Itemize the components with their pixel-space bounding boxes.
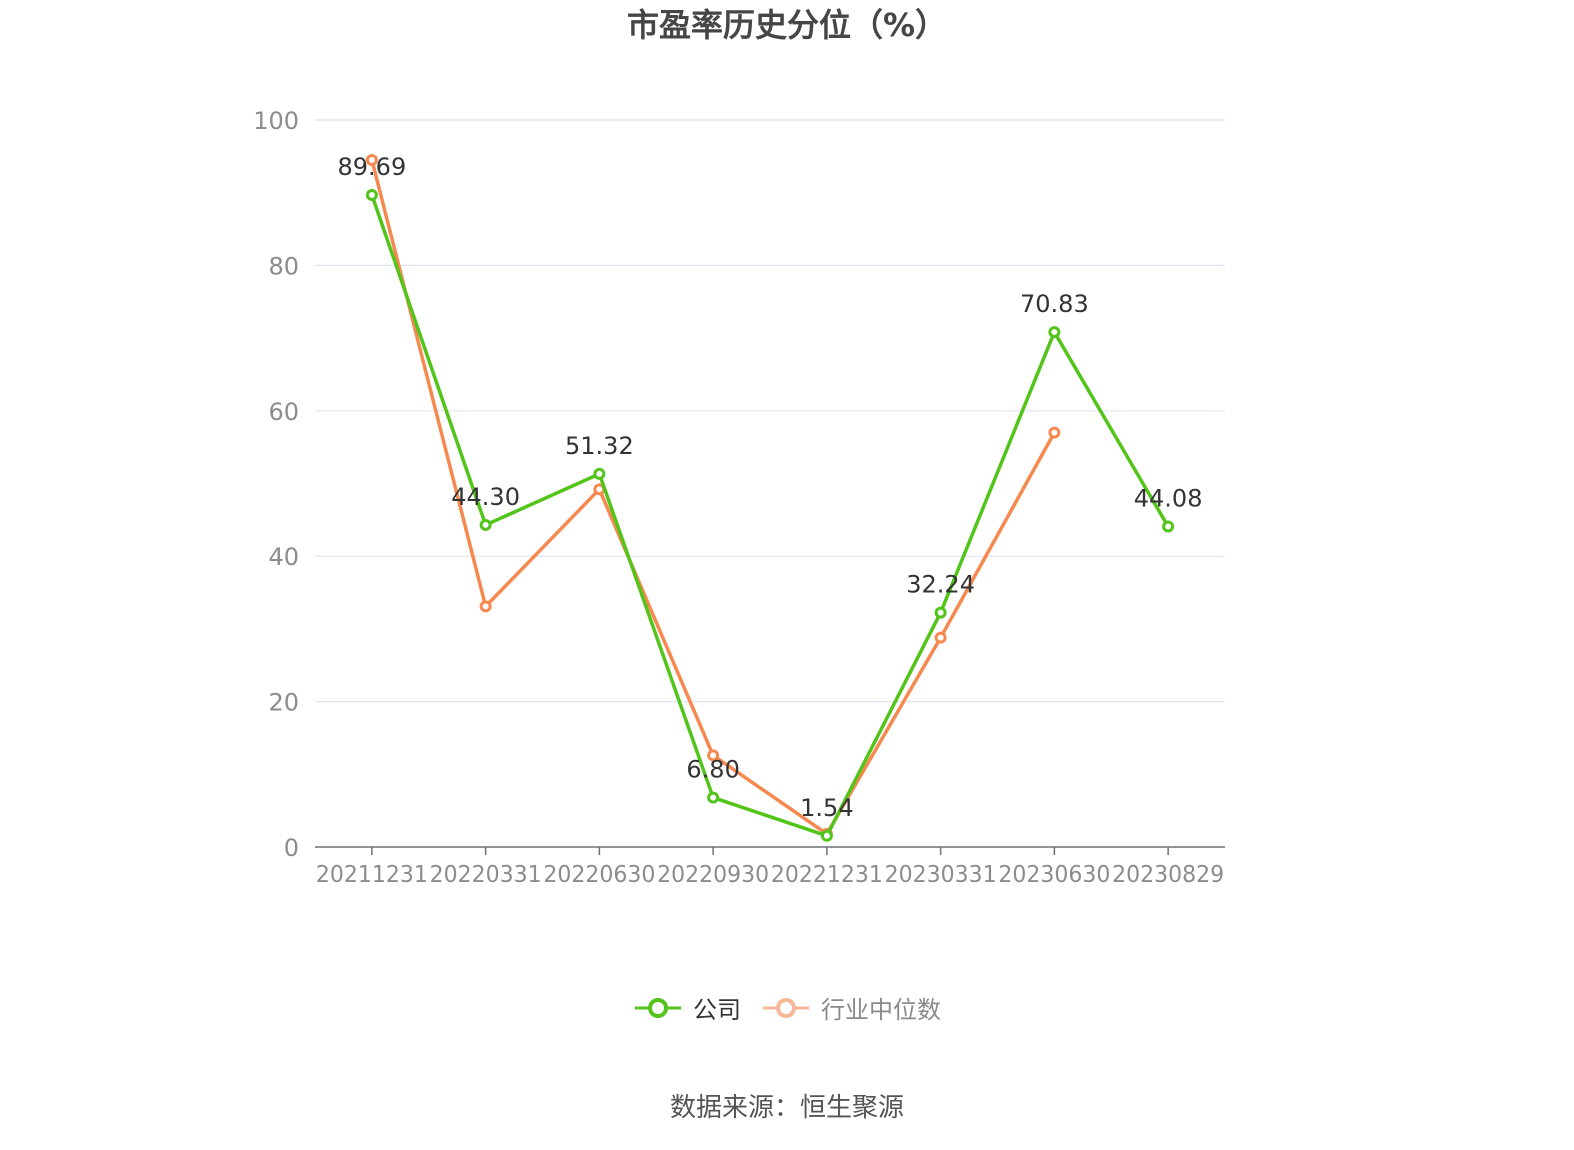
data-source: 数据来源：恒生聚源: [669, 1093, 904, 1123]
data-label: 32.24: [906, 571, 975, 599]
data-point: [479, 600, 492, 613]
data-label: 70.83: [1020, 290, 1089, 318]
series-lines: [365, 153, 1175, 842]
data-point: [934, 606, 947, 619]
legend-line-circle-icon: [763, 997, 809, 1018]
data-label: 89.69: [338, 153, 407, 181]
legend: 公司 行业中位数: [0, 990, 1574, 1025]
data-point: [1048, 426, 1061, 439]
y-tick-label: 60: [268, 398, 299, 426]
x-tick-label: 20230829: [1112, 862, 1224, 888]
data-point: [934, 631, 947, 644]
data-point: [820, 829, 833, 842]
y-tick-label: 80: [268, 252, 299, 280]
x-tick-label: 20230630: [998, 862, 1110, 888]
data-point: [479, 518, 492, 531]
y-tick-label: 40: [268, 543, 299, 571]
y-tick-label: 20: [268, 689, 299, 717]
gridlines: [315, 119, 1225, 703]
y-tick-label: 0: [284, 834, 299, 862]
x-tick-label: 20220331: [430, 862, 542, 888]
legend-label-industry-median: 行业中位数: [821, 996, 941, 1024]
data-label: 6.80: [686, 756, 739, 784]
data-point: [365, 153, 378, 166]
data-point: [707, 791, 720, 804]
x-tick-label: 20221231: [771, 862, 883, 888]
series-line: [370, 194, 1170, 838]
x-tick-label: 20220630: [543, 862, 655, 888]
x-tick-label: 20230331: [885, 862, 997, 888]
data-point: [365, 188, 378, 201]
x-tick-label: 20220930: [657, 862, 769, 888]
data-label: 51.32: [565, 432, 634, 460]
x-tick-label: 20211231: [316, 862, 428, 888]
data-point: [1162, 520, 1175, 533]
data-label: 44.30: [451, 483, 520, 511]
data-point: [707, 749, 720, 762]
legend-item-industry-median[interactable]: 行业中位数: [761, 990, 941, 1025]
data-label: 44.08: [1134, 485, 1203, 513]
data-point: [1048, 326, 1061, 339]
data-labels: 89.69 44.30 51.32 6.80 1.54 32.24 70.83 44.08: [338, 153, 1203, 822]
legend-line-circle-icon: [635, 997, 681, 1018]
y-tick-label: 100: [253, 107, 299, 135]
data-label: 1.54: [800, 794, 853, 822]
chart-title: 市盈率历史分位（%）: [626, 6, 948, 44]
data-point: [593, 467, 606, 480]
legend-label-company: 公司: [693, 996, 741, 1024]
legend-item-company[interactable]: 公司: [633, 990, 741, 1025]
